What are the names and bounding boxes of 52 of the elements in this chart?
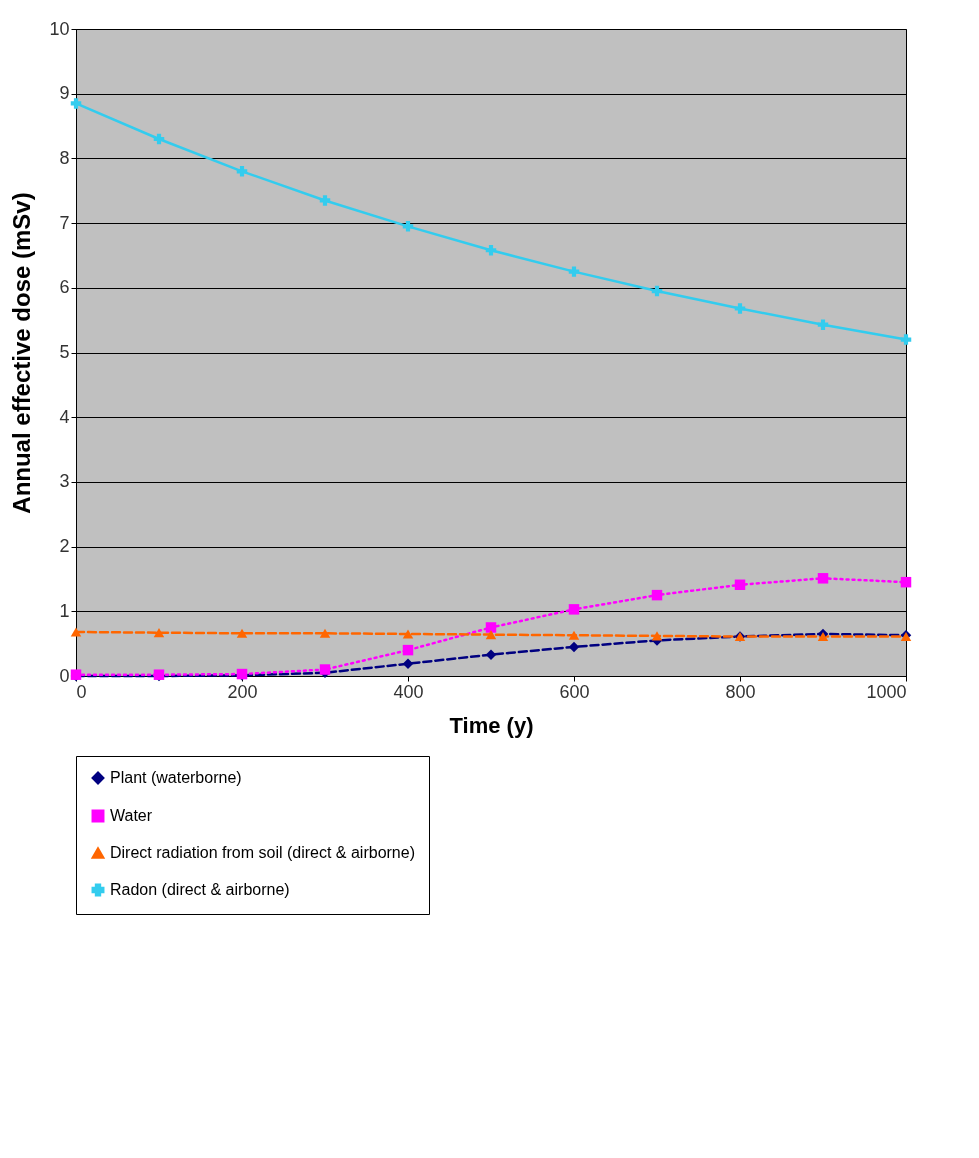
y-tick-label: 3 [59, 471, 70, 492]
point [734, 579, 746, 591]
y-axis-title: Annual effective dose (mSv) [8, 192, 36, 514]
point [651, 631, 663, 641]
point [153, 628, 165, 638]
y-tick-label: 8 [59, 147, 70, 168]
y-tick-label: 2 [59, 536, 70, 557]
point [485, 622, 497, 633]
legend-label: Water [110, 807, 153, 824]
point [236, 628, 248, 638]
point [70, 98, 82, 109]
point [319, 628, 331, 638]
point [568, 266, 580, 277]
point [402, 658, 414, 669]
y-tick-label: 9 [59, 83, 70, 104]
x-tick-label: 600 [559, 681, 590, 702]
point [402, 221, 414, 232]
point [485, 649, 497, 660]
point [319, 195, 331, 206]
point [153, 133, 165, 145]
point [817, 573, 829, 584]
point [485, 245, 497, 256]
point [568, 630, 580, 640]
point [651, 285, 663, 297]
x-tick-label: 200 [227, 681, 258, 702]
y-tick-label: 6 [59, 277, 70, 298]
x-tick-label: 0 [76, 681, 87, 702]
x-tick-label: 1000 [866, 681, 907, 702]
x-axis-title: Time (y) [449, 712, 534, 738]
y-tick-label: 0 [59, 665, 70, 686]
point [900, 576, 912, 588]
point [402, 629, 414, 639]
legend-label: Plant (waterborne) [110, 769, 242, 786]
point [70, 627, 82, 637]
point [402, 644, 414, 656]
point [568, 641, 580, 653]
y-tick-label: 10 [49, 18, 70, 39]
point [236, 166, 248, 177]
x-tick-label: 400 [393, 681, 424, 702]
y-tick-label: 4 [59, 406, 70, 427]
point [734, 303, 746, 314]
x-tick-label: 800 [725, 681, 756, 702]
y-tick-label: 1 [59, 600, 70, 621]
y-tick-label: 5 [59, 342, 70, 362]
legend-label: Direct radiation from soil (direct & airborne) [110, 844, 415, 861]
y-tick-label: 7 [59, 212, 70, 233]
point [900, 334, 912, 345]
point [817, 319, 829, 330]
point [485, 630, 497, 640]
point [651, 589, 663, 601]
legend-label: Radon (direct & airborne) [110, 881, 290, 898]
point [568, 604, 580, 615]
